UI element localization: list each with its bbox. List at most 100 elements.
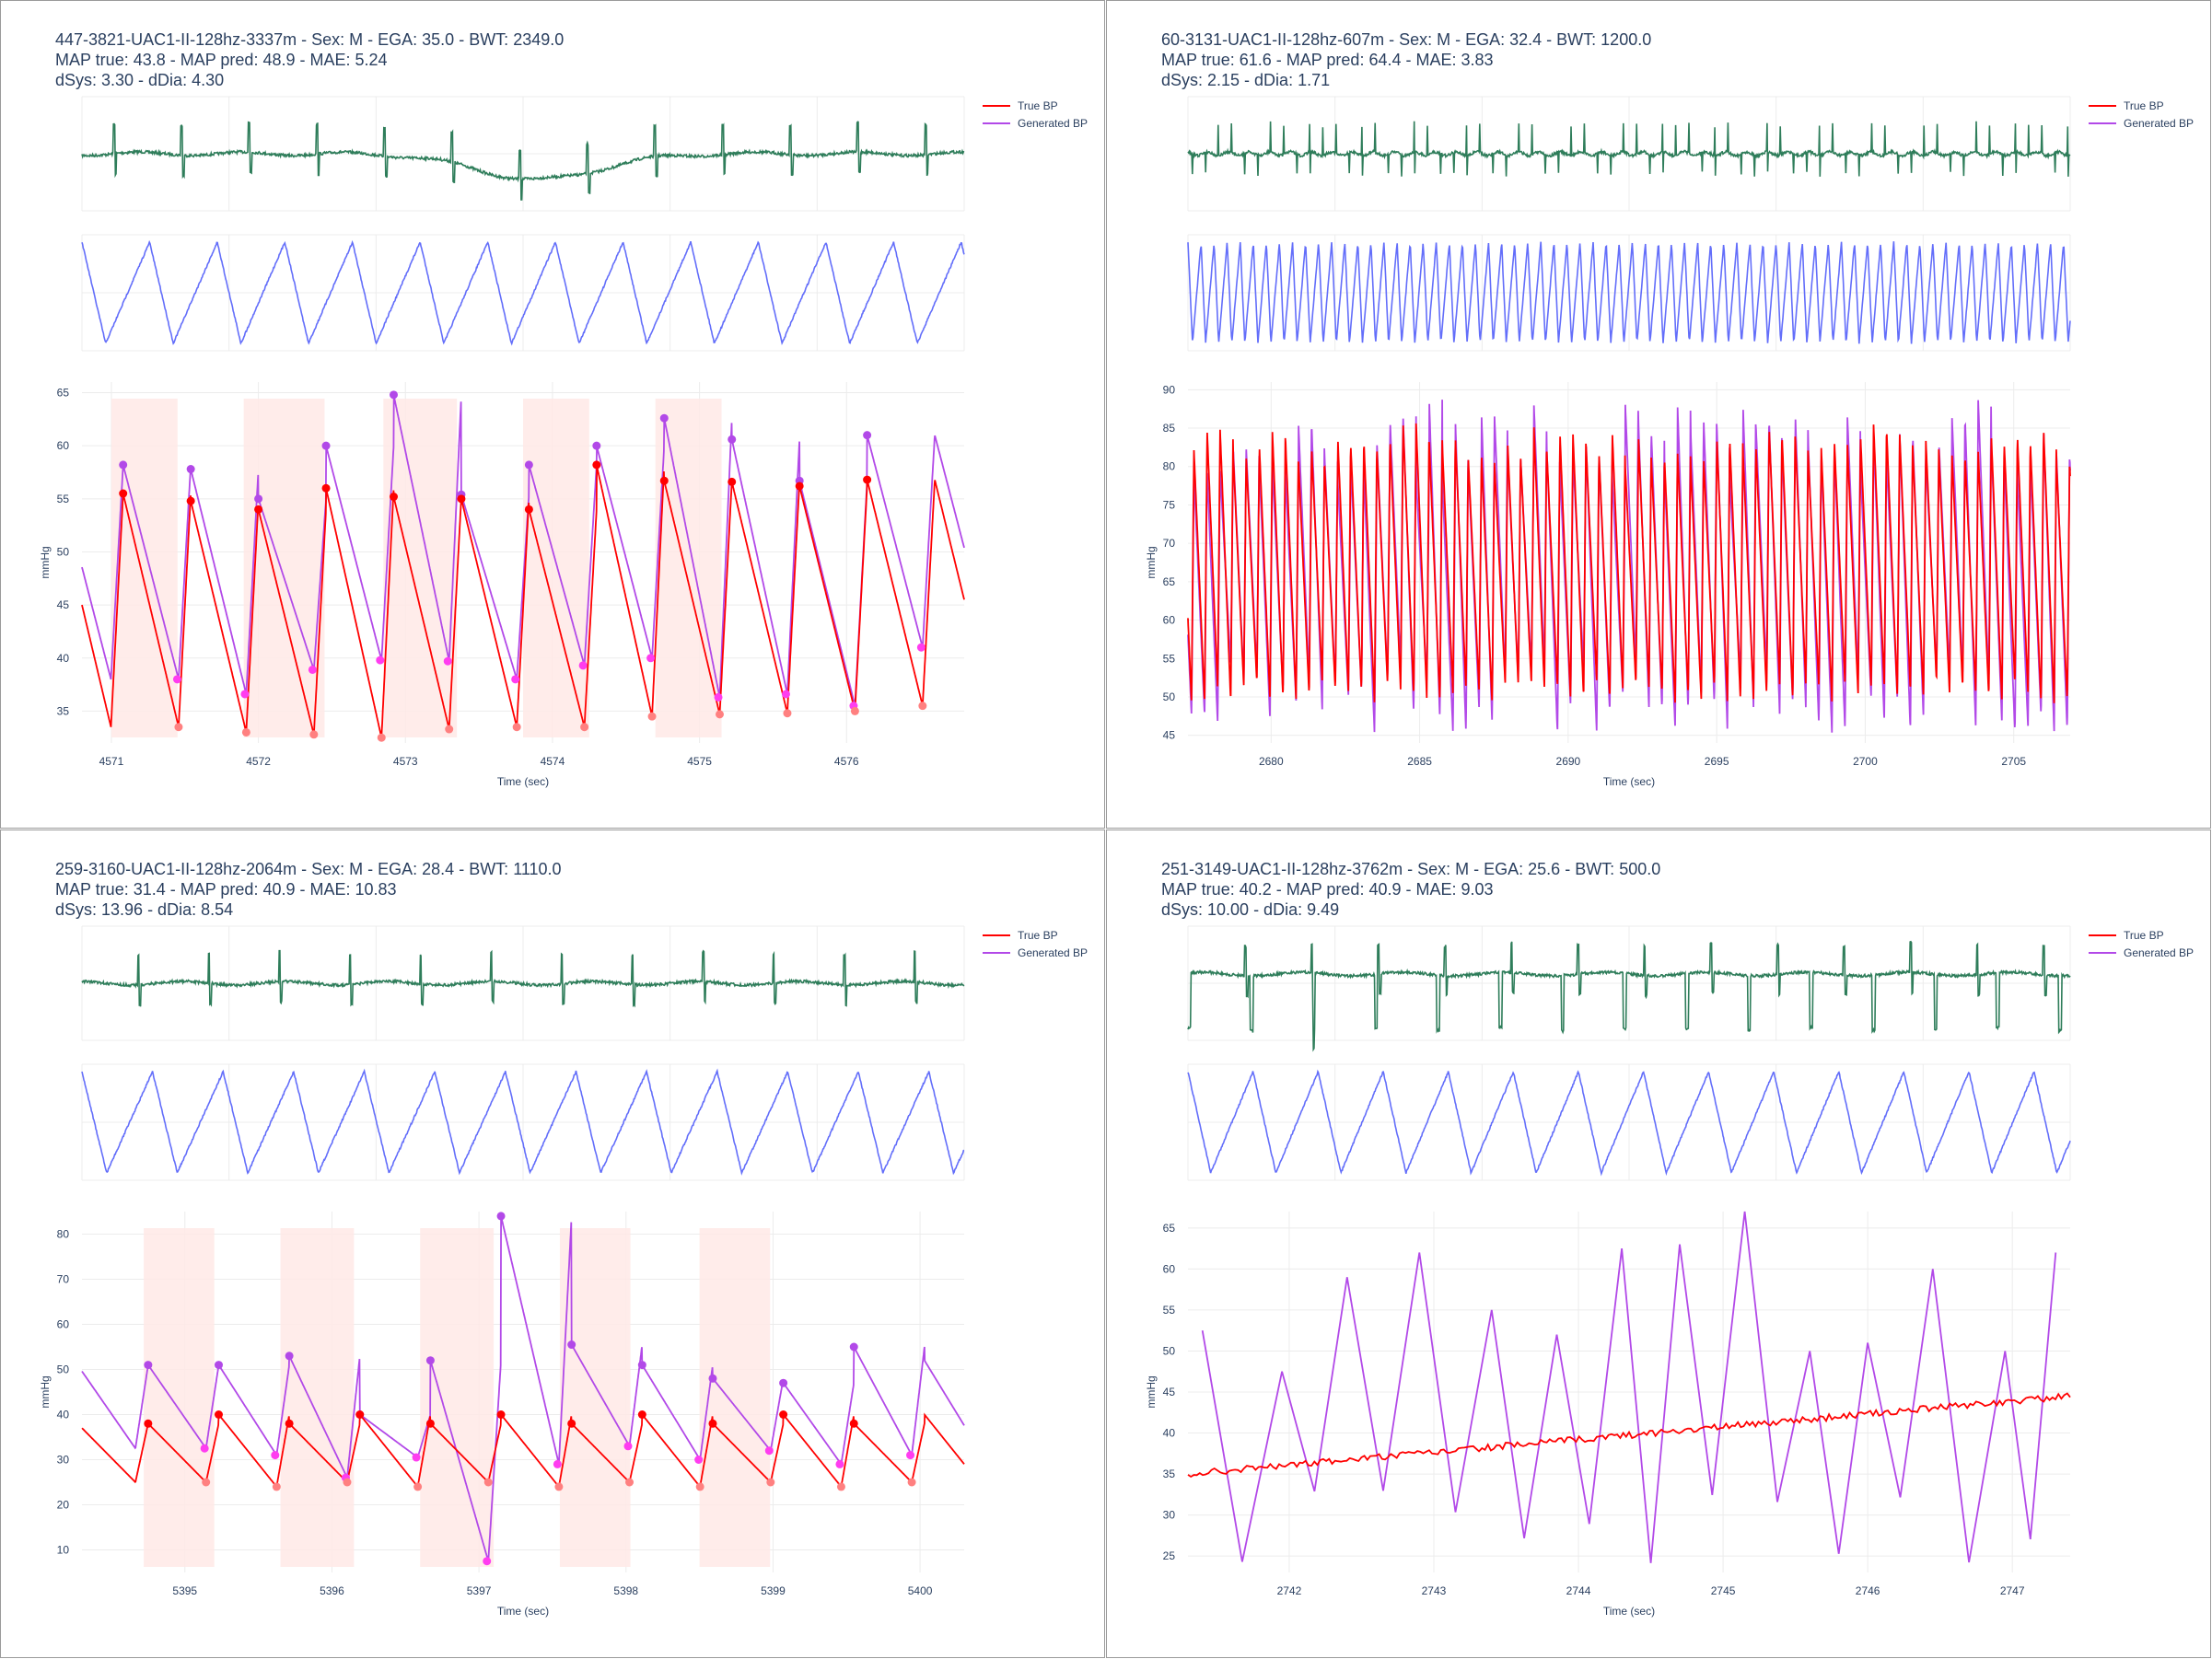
- highlight-band: [243, 399, 325, 737]
- x-axis-title: Time (sec): [497, 775, 549, 788]
- y-tick-label: 75: [1163, 498, 1176, 511]
- x-tick-label: 5395: [172, 1584, 197, 1597]
- y-tick-label: 35: [1163, 1468, 1176, 1480]
- y-tick-label: 90: [1163, 383, 1176, 396]
- true-peak-marker: [849, 1419, 858, 1428]
- generated-peak-marker: [144, 1361, 153, 1370]
- legend-item-generated-bp[interactable]: Generated BP: [2089, 944, 2194, 961]
- true-trough-marker: [766, 1478, 775, 1487]
- legend[interactable]: True BP Generated BP: [2089, 97, 2194, 132]
- header-line-3: dSys: 13.96 - dDia: 8.54: [55, 900, 234, 919]
- generated-trough-marker: [412, 1453, 421, 1462]
- true-trough-marker: [309, 730, 319, 739]
- legend-label-true-bp: True BP: [2124, 99, 2164, 112]
- true-bp-line: [81, 465, 965, 740]
- x-tick-label: 4575: [687, 755, 712, 768]
- y-tick-label: 30: [57, 1454, 70, 1467]
- x-tick-label: 5400: [908, 1584, 933, 1597]
- true-trough-marker: [343, 1478, 352, 1487]
- true-peak-marker: [144, 1419, 153, 1428]
- true-trough-marker: [512, 723, 521, 732]
- true-trough-marker: [836, 1482, 845, 1491]
- y-axis-title: mmHg: [1145, 546, 1158, 578]
- true-peak-marker: [496, 1410, 506, 1419]
- header-line-3: dSys: 2.15 - dDia: 1.71: [1161, 71, 1331, 89]
- highlight-band: [144, 1228, 215, 1567]
- legend-item-generated-bp[interactable]: Generated BP: [2089, 114, 2194, 132]
- ppg-trace: [81, 1068, 965, 1176]
- header-line-3: dSys: 10.00 - dDia: 9.49: [1161, 900, 1340, 919]
- y-tick-label: 50: [57, 545, 70, 558]
- legend-label-true-bp: True BP: [1018, 928, 1058, 942]
- highlight-band: [111, 399, 178, 737]
- true-peak-marker: [779, 1410, 788, 1419]
- chart-svg: 10 20 30 40 50 60 70 80 5395 5396 5397 5398 5399 5400…: [39, 925, 965, 1618]
- legend-item-true-bp[interactable]: True BP: [2089, 926, 2194, 944]
- header-line-1: 447-3821-UAC1-II-128hz-3337m - Sex: M - …: [55, 30, 565, 49]
- legend-label-generated-bp: Generated BP: [2124, 946, 2195, 959]
- generated-trough-marker: [694, 1456, 704, 1464]
- true-peak-marker: [708, 1419, 717, 1428]
- y-tick-label: 60: [57, 439, 70, 452]
- legend-item-generated-bp[interactable]: Generated BP: [983, 114, 1088, 132]
- highlight-band: [280, 1228, 355, 1567]
- true-bp-swatch: [983, 104, 1010, 107]
- generated-trough-marker: [623, 1442, 633, 1451]
- y-tick-label: 20: [57, 1499, 70, 1512]
- y-axis-title: mmHg: [39, 1375, 52, 1408]
- generated-peak-marker: [425, 1356, 435, 1365]
- x-axis-title: Time (sec): [1603, 775, 1655, 788]
- y-tick-label: 45: [57, 598, 70, 611]
- generated-trough-marker: [764, 1446, 774, 1456]
- header-line-1: 60-3131-UAC1-II-128hz-607m - Sex: M - EG…: [1161, 30, 1652, 49]
- legend-label-generated-bp: Generated BP: [1018, 116, 1089, 130]
- true-bp-swatch: [2089, 104, 2116, 107]
- ecg-trace: [81, 949, 965, 1008]
- y-tick-label: 85: [1163, 422, 1176, 435]
- x-tick-label: 4573: [393, 755, 418, 768]
- generated-bp-line: [1201, 1211, 2057, 1563]
- true-trough-marker: [174, 723, 183, 732]
- y-tick-label: 60: [57, 1318, 70, 1331]
- highlight-band: [420, 1228, 495, 1567]
- true-trough-marker: [377, 733, 386, 742]
- y-tick-label: 30: [1163, 1509, 1176, 1522]
- y-tick-label: 10: [57, 1544, 70, 1557]
- legend[interactable]: True BP Generated BP: [2089, 926, 2194, 961]
- x-tick-label: 2695: [1705, 755, 1729, 768]
- generated-peak-marker: [567, 1340, 576, 1350]
- true-trough-marker: [202, 1478, 211, 1487]
- generated-trough-marker: [511, 675, 520, 684]
- true-trough-marker: [625, 1478, 634, 1487]
- chart-svg: 45 50 55 60 65 70 75 80 85 90 2680 2685 2690 2695 2700…: [1145, 96, 2071, 788]
- generated-trough-marker: [916, 643, 926, 652]
- header-line-3: dSys: 3.30 - dDia: 4.30: [55, 71, 225, 89]
- generated-peak-marker: [389, 390, 398, 400]
- x-tick-label: 2744: [1566, 1584, 1591, 1597]
- true-trough-marker: [554, 1482, 564, 1491]
- y-tick-label: 60: [1163, 614, 1176, 627]
- x-tick-label: 2745: [1711, 1584, 1736, 1597]
- generated-peak-marker: [863, 431, 872, 440]
- y-tick-label: 45: [1163, 729, 1176, 742]
- true-peak-marker: [728, 477, 737, 486]
- true-trough-marker: [907, 1478, 916, 1487]
- generated-bp-swatch: [983, 951, 1010, 954]
- generated-trough-marker: [308, 665, 317, 674]
- legend-item-true-bp[interactable]: True BP: [983, 926, 1088, 944]
- y-tick-label: 35: [57, 704, 70, 717]
- true-peak-marker: [186, 496, 195, 505]
- generated-peak-marker: [214, 1361, 223, 1370]
- generated-trough-marker: [483, 1557, 492, 1566]
- true-peak-marker: [425, 1419, 435, 1428]
- legend-item-true-bp[interactable]: True BP: [983, 97, 1088, 114]
- legend-item-true-bp[interactable]: True BP: [2089, 97, 2194, 114]
- true-peak-marker: [119, 489, 128, 498]
- true-peak-marker: [524, 505, 533, 514]
- generated-peak-marker: [849, 1342, 858, 1352]
- generated-peak-marker: [708, 1374, 717, 1383]
- true-trough-marker: [445, 725, 454, 734]
- legend[interactable]: True BP Generated BP: [983, 926, 1088, 961]
- legend[interactable]: True BP Generated BP: [983, 97, 1088, 132]
- legend-item-generated-bp[interactable]: Generated BP: [983, 944, 1088, 961]
